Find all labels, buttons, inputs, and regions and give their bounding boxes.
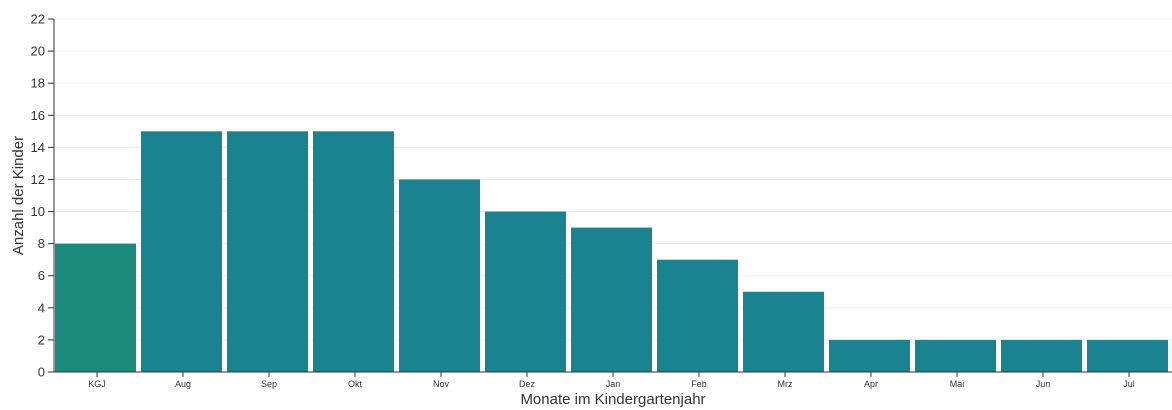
x-tick-label: Mrz: [778, 379, 793, 389]
x-tick-label: Jan: [606, 379, 621, 389]
x-tick-label: Okt: [348, 379, 363, 389]
x-tick-label: KGJ: [88, 379, 106, 389]
bar-jul[interactable]: [1087, 339, 1168, 372]
x-axis-title: Monate im Kindergartenjahr: [520, 391, 705, 408]
bar-mrz[interactable]: [743, 291, 824, 372]
bar-aug[interactable]: [141, 131, 222, 372]
x-tick-label: Dez: [519, 379, 536, 389]
y-tick-label: 8: [38, 236, 45, 251]
x-tick-label: Nov: [433, 379, 450, 389]
bar-feb[interactable]: [657, 259, 738, 372]
x-tick-label: Sep: [261, 379, 277, 389]
bar-okt[interactable]: [313, 131, 394, 372]
x-tick-label: Mai: [950, 379, 965, 389]
y-tick-label: 14: [31, 140, 45, 155]
bars: [55, 131, 1168, 372]
y-tick-label: 22: [31, 12, 45, 27]
y-tick-label: 6: [38, 268, 45, 283]
x-tick-label: Feb: [691, 379, 707, 389]
y-tick-label: 0: [38, 365, 45, 380]
y-axis-ticks: 0 2 4 6 8 10 12 14 16 18 20 22: [31, 12, 54, 380]
y-tick-label: 18: [31, 76, 45, 91]
y-tick-label: 2: [38, 332, 45, 347]
x-tick-label: Aug: [175, 379, 191, 389]
bar-sep[interactable]: [227, 131, 308, 372]
y-tick-label: 10: [31, 204, 45, 219]
bar-kgj[interactable]: [55, 243, 136, 372]
y-tick-label: 16: [31, 108, 45, 123]
bar-jun[interactable]: [1001, 339, 1082, 372]
bar-mai[interactable]: [915, 339, 996, 372]
x-tick-label: Jun: [1036, 379, 1051, 389]
y-tick-label: 12: [31, 172, 45, 187]
y-tick-label: 20: [31, 44, 45, 59]
x-tick-label: Jul: [1123, 379, 1135, 389]
x-tick-label: Apr: [864, 379, 878, 389]
x-axis-ticks: KGJ Aug Sep Okt Nov Dez Jan Feb Mrz Apr Mai Jun Jul: [88, 372, 1135, 389]
bar-nov[interactable]: [399, 179, 480, 372]
bar-dez[interactable]: [485, 211, 566, 372]
y-axis-title: Anzahl der Kinder: [10, 136, 27, 255]
bar-apr[interactable]: [829, 339, 910, 372]
bar-jan[interactable]: [571, 227, 652, 372]
y-tick-label: 4: [38, 300, 45, 315]
